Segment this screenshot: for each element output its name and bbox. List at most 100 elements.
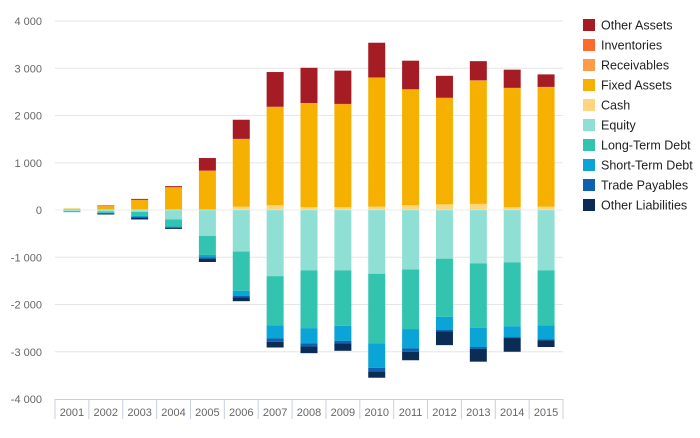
bar-segment-liability-equity-2013[interactable] [469, 210, 487, 264]
bar-segment-asset-cash-2012[interactable] [435, 204, 453, 210]
bar-segment-liability-short-term-debt-2013[interactable] [469, 327, 487, 348]
bar-segment-liability-trade-payables-2012[interactable] [435, 330, 453, 332]
bar-segment-liability-other-liabilities-2003[interactable] [131, 217, 149, 220]
legend-item-other-assets[interactable]: Other Assets [583, 19, 673, 33]
bar-segment-liability-other-liabilities-2006[interactable] [232, 297, 250, 302]
bar-segment-liability-trade-payables-2004[interactable] [165, 227, 183, 228]
bar-segment-asset-inventories-2004[interactable] [165, 187, 183, 188]
bar-segment-asset-cash-2010[interactable] [368, 206, 386, 210]
bar-segment-liability-long-term-debt-2007[interactable] [266, 276, 284, 326]
bar-segment-liability-equity-2014[interactable] [503, 210, 521, 263]
bar-segment-liability-trade-payables-2014[interactable] [503, 337, 521, 339]
bar-segment-asset-fixed-assets-2007[interactable] [266, 106, 284, 206]
legend-item-fixed-assets[interactable]: Fixed Assets [583, 79, 672, 93]
bar-segment-asset-receivables-2007[interactable] [266, 106, 284, 108]
bar-segment-liability-long-term-debt-2012[interactable] [435, 258, 453, 317]
bar-segment-asset-other-assets-2002[interactable] [97, 205, 115, 207]
bar-segment-liability-equity-2002[interactable] [97, 210, 115, 212]
bar-segment-liability-other-liabilities-2008[interactable] [300, 346, 318, 354]
bar-segment-liability-other-liabilities-2014[interactable] [503, 338, 521, 352]
bar-segment-liability-other-liabilities-2009[interactable] [334, 343, 352, 351]
bar-segment-asset-other-assets-2004[interactable] [165, 186, 183, 188]
bar-segment-asset-receivables-2008[interactable] [300, 102, 318, 104]
legend-item-long-term-debt[interactable]: Long-Term Debt [583, 139, 691, 153]
bar-segment-liability-long-term-debt-2002[interactable] [97, 211, 115, 213]
bar-segment-asset-fixed-assets-2003[interactable] [131, 200, 149, 210]
bar-segment-asset-receivables-2005[interactable] [198, 170, 216, 172]
bar-segment-asset-fixed-assets-2013[interactable] [469, 80, 487, 204]
bar-segment-liability-equity-2006[interactable] [232, 210, 250, 252]
bar-segment-asset-fixed-assets-2008[interactable] [300, 103, 318, 208]
bar-segment-asset-fixed-assets-2006[interactable] [232, 139, 250, 207]
bar-segment-liability-long-term-debt-2003[interactable] [131, 211, 149, 216]
bar-segment-liability-short-term-debt-2008[interactable] [300, 328, 318, 344]
bar-segment-asset-cash-2006[interactable] [232, 206, 250, 210]
bar-segment-liability-long-term-debt-2010[interactable] [368, 273, 386, 344]
bar-segment-asset-receivables-2014[interactable] [503, 87, 521, 89]
bar-segment-asset-fixed-assets-2010[interactable] [368, 77, 386, 207]
bar-segment-asset-fixed-assets-2004[interactable] [165, 187, 183, 210]
bar-segment-liability-long-term-debt-2005[interactable] [198, 235, 216, 255]
bar-segment-liability-short-term-debt-2005[interactable] [198, 254, 216, 258]
bar-segment-liability-equity-2011[interactable] [402, 210, 420, 270]
bar-segment-liability-short-term-debt-2010[interactable] [368, 343, 386, 368]
bar-segment-liability-equity-2008[interactable] [300, 210, 318, 271]
bar-segment-liability-equity-2015[interactable] [537, 210, 555, 271]
bar-segment-asset-cash-2011[interactable] [402, 205, 420, 210]
bar-segment-asset-fixed-assets-2012[interactable] [435, 98, 453, 205]
bar-segment-liability-other-liabilities-2015[interactable] [537, 340, 555, 348]
bar-segment-liability-equity-2005[interactable] [198, 210, 216, 236]
bar-segment-liability-trade-payables-2003[interactable] [131, 217, 149, 218]
bar-segment-liability-trade-payables-2013[interactable] [469, 347, 487, 349]
bar-segment-asset-fixed-assets-2002[interactable] [97, 206, 115, 210]
legend[interactable]: Other Assets Inventories Receivables Fixed … [583, 19, 693, 213]
bar-segment-liability-other-liabilities-2011[interactable] [402, 351, 420, 361]
bar-segment-asset-receivables-2003[interactable] [131, 199, 149, 201]
bar-segment-liability-other-liabilities-2004[interactable] [165, 227, 183, 229]
bar-segment-liability-trade-payables-2005[interactable] [198, 257, 216, 259]
bar-segment-asset-receivables-2015[interactable] [537, 86, 555, 88]
bar-segment-liability-short-term-debt-2002[interactable] [97, 212, 115, 214]
bar-segment-asset-other-assets-2013[interactable] [469, 61, 487, 81]
bar-segment-asset-cash-2008[interactable] [300, 207, 318, 210]
bar-segment-asset-fixed-assets-2014[interactable] [503, 88, 521, 208]
legend-item-equity[interactable]: Equity [583, 119, 636, 133]
bar-segment-liability-short-term-debt-2006[interactable] [232, 290, 250, 296]
bar-segment-liability-long-term-debt-2014[interactable] [503, 262, 521, 327]
legend-item-short-term-debt[interactable]: Short-Term Debt [583, 159, 693, 173]
bar-segment-asset-receivables-2010[interactable] [368, 77, 386, 78]
bar-segment-liability-long-term-debt-2011[interactable] [402, 269, 420, 330]
bar-segment-asset-other-assets-2005[interactable] [198, 158, 216, 171]
bar-segment-liability-trade-payables-2006[interactable] [232, 295, 250, 298]
bar-segment-asset-receivables-2012[interactable] [435, 97, 453, 99]
bar-segment-liability-short-term-debt-2009[interactable] [334, 325, 352, 341]
bar-segment-asset-receivables-2009[interactable] [334, 103, 352, 105]
bar-segment-liability-trade-payables-2010[interactable] [368, 367, 386, 372]
bar-segment-liability-long-term-debt-2009[interactable] [334, 270, 352, 326]
bar-segment-liability-equity-2003[interactable] [131, 210, 149, 212]
bar-segment-liability-equity-2010[interactable] [368, 210, 386, 274]
bar-segment-liability-equity-2004[interactable] [165, 210, 183, 220]
bar-segment-asset-other-assets-2003[interactable] [131, 198, 149, 200]
bar-segment-liability-short-term-debt-2011[interactable] [402, 329, 420, 349]
bar-segment-liability-long-term-debt-2001[interactable] [63, 210, 81, 212]
bar-segment-liability-short-term-debt-2014[interactable] [503, 326, 521, 338]
bar-segment-liability-trade-payables-2008[interactable] [300, 343, 318, 347]
bar-segment-asset-cash-2015[interactable] [537, 206, 555, 210]
bar-segment-liability-short-term-debt-2007[interactable] [266, 325, 284, 339]
bar-segment-asset-receivables-2002[interactable] [97, 205, 115, 207]
bar-segment-liability-equity-2007[interactable] [266, 210, 284, 277]
legend-item-receivables[interactable]: Receivables [583, 59, 669, 73]
bar-segment-asset-other-assets-2006[interactable] [232, 119, 250, 139]
bar-segment-asset-cash-2013[interactable] [469, 203, 487, 210]
legend-item-trade-payables[interactable]: Trade Payables [583, 179, 688, 193]
bar-segment-liability-long-term-debt-2006[interactable] [232, 251, 250, 291]
bar-segment-asset-fixed-assets-2005[interactable] [198, 170, 216, 210]
bar-segment-asset-receivables-2011[interactable] [402, 89, 420, 90]
bar-segment-asset-fixed-assets-2011[interactable] [402, 89, 420, 206]
bar-segment-liability-short-term-debt-2015[interactable] [537, 325, 555, 340]
bar-segment-liability-trade-payables-2015[interactable] [537, 339, 555, 341]
bar-segment-liability-trade-payables-2009[interactable] [334, 340, 352, 344]
bar-segment-asset-cash-2009[interactable] [334, 207, 352, 210]
bar-segment-liability-short-term-debt-2003[interactable] [131, 215, 149, 218]
